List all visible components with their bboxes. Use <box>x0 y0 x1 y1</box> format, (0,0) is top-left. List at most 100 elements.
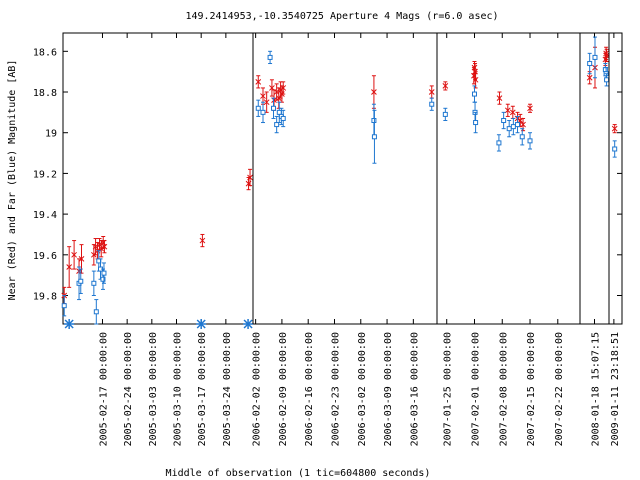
red-marker <box>269 85 275 91</box>
blue-marker <box>510 124 516 130</box>
blue-marker <box>267 54 273 60</box>
limit-stroke <box>64 319 74 329</box>
panel: 2006-02-02 00:00:00 2006-02-09 00:00:00 20… <box>252 33 435 446</box>
red-point <box>504 103 511 117</box>
red-marker <box>247 174 253 181</box>
blue-marker <box>429 101 435 107</box>
red-point <box>66 246 73 288</box>
red-marker <box>66 264 73 270</box>
red-marker <box>509 109 516 116</box>
x-axis-label: Middle of observation (1 tic=604800 seco… <box>166 468 431 479</box>
blue-marker <box>473 120 479 126</box>
blue-marker <box>496 140 502 146</box>
y-tick-label: 19.2 <box>33 169 57 180</box>
blue-marker <box>100 276 106 282</box>
x-tick-label: 2005-03-10 00:00:00 <box>173 332 184 446</box>
red-marker <box>263 99 270 106</box>
limit-marker <box>64 319 75 329</box>
red-point <box>78 244 85 274</box>
red-marker <box>71 251 77 258</box>
red-marker <box>527 105 533 112</box>
blue-marker <box>592 54 598 60</box>
plot-frame <box>62 32 623 325</box>
panel: 2009-01-11 23:18:51 <box>608 33 621 446</box>
blue-point <box>506 120 512 138</box>
blue-marker <box>101 270 107 276</box>
blue-marker <box>515 122 521 128</box>
x-tick-label: 2005-03-24 00:00:00 <box>222 332 233 446</box>
x-tick-label: 2007-02-01 00:00:00 <box>470 332 481 446</box>
blue-marker <box>255 105 261 111</box>
y-axis-label: Near (Red) and Far (Blue) Magnitude [AB] <box>7 60 18 301</box>
blue-marker <box>506 126 512 132</box>
blue-point <box>515 115 521 134</box>
chart-title: 149.2414953,-10.3540725 Aperture 4 Mags … <box>185 11 498 22</box>
blue-marker <box>93 309 99 315</box>
blue-marker <box>604 77 610 83</box>
blue-point <box>510 117 516 136</box>
red-marker <box>78 256 85 262</box>
blue-point <box>527 132 533 150</box>
blue-point <box>442 107 448 122</box>
x-tick-label: 2005-03-03 00:00:00 <box>148 332 159 446</box>
red-marker <box>255 78 262 85</box>
panel: 2005-02-17 00:00:00 2005-02-24 00:00:00 20… <box>61 33 254 446</box>
blue-point <box>429 97 435 111</box>
panel: 2007-01-25 00:00:00 2007-02-01 00:00:00 20… <box>436 33 565 446</box>
x-tick-label: 2007-01-25 00:00:00 <box>443 332 454 446</box>
red-marker <box>496 95 503 101</box>
red-marker <box>199 237 206 244</box>
x-tick-label: 2006-02-16 00:00:00 <box>304 332 315 446</box>
blue-marker <box>78 278 84 284</box>
red-marker <box>371 89 377 95</box>
red-point <box>611 124 618 134</box>
blue-point <box>260 101 266 124</box>
x-tick-label: 2009-01-11 23:18:51 <box>610 332 621 446</box>
red-marker <box>280 85 287 91</box>
red-marker <box>442 83 449 89</box>
blue-marker <box>602 67 608 73</box>
y-tick-label: 19.6 <box>33 251 57 262</box>
blue-point <box>93 299 99 325</box>
red-marker <box>504 107 511 114</box>
x-tick-label: 2007-02-08 00:00:00 <box>498 332 509 446</box>
blue-point <box>371 103 377 138</box>
x-tick-label: 2005-02-17 00:00:00 <box>98 332 109 446</box>
blue-point <box>473 111 479 134</box>
blue-point <box>101 262 107 284</box>
blue-point <box>267 50 273 65</box>
blue-marker <box>471 91 477 97</box>
red-marker <box>260 93 266 99</box>
red-point <box>442 81 449 91</box>
blue-marker <box>274 122 280 128</box>
x-tick-label: 2007-02-22 00:00:00 <box>554 332 565 446</box>
red-point <box>280 81 287 95</box>
plot-panels: 2005-02-17 00:00:00 2005-02-24 00:00:00 20… <box>61 33 621 446</box>
blue-marker <box>527 138 533 144</box>
y-axis: 18.6 18.8 19 19.2 19.4 19.6 19.8 <box>33 47 622 303</box>
red-point <box>199 233 206 248</box>
red-point <box>247 168 253 187</box>
limit-marker <box>243 319 254 329</box>
blue-marker <box>260 109 266 115</box>
y-tick-label: 18.6 <box>33 47 57 58</box>
blue-point <box>592 36 598 79</box>
red-point <box>496 91 503 105</box>
blue-point <box>255 99 261 117</box>
x-tick-label: 2005-03-17 00:00:00 <box>197 332 208 446</box>
blue-point <box>280 109 286 128</box>
blue-point <box>274 115 280 134</box>
red-point <box>428 85 435 99</box>
red-point <box>603 48 610 62</box>
x-tick-label: 2006-02-02 00:00:00 <box>252 332 263 446</box>
red-marker <box>101 243 108 250</box>
x-tick-label: 2006-03-16 00:00:00 <box>409 332 420 446</box>
y-tick-label: 19.4 <box>33 210 57 221</box>
x-tick-label: 2008-01-18 15:07:15 <box>591 332 602 446</box>
blue-marker <box>371 118 377 124</box>
blue-marker <box>271 105 277 111</box>
blue-marker <box>91 280 97 286</box>
red-point <box>71 240 77 270</box>
red-marker <box>472 76 479 83</box>
